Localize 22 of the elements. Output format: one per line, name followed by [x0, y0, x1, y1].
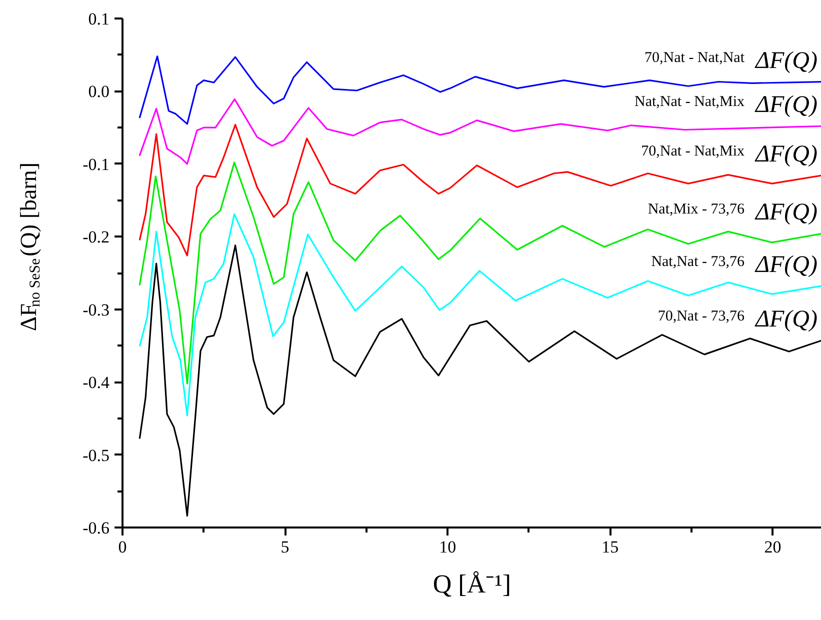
series-label: 70,Nat - Nat,Nat ΔF(Q) — [644, 48, 818, 74]
series-label: 70,Nat - 73,76 ΔF(Q) — [658, 306, 818, 333]
series-label: Nat,Mix - 73,76 ΔF(Q) — [648, 200, 818, 226]
x-tick-label: 10 — [439, 538, 456, 556]
y-tick-label: -0.1 — [82, 154, 110, 174]
x-tick-label: 20 — [764, 538, 782, 556]
x-tick-label: 0 — [118, 538, 127, 556]
y-tick-label: -0.5 — [82, 446, 110, 465]
x-tick-label: 5 — [280, 538, 290, 556]
series-label: Nat,Nat - 73,76 ΔF(Q) — [651, 252, 818, 278]
x-axis-title: Q [Å⁻¹] — [432, 570, 512, 598]
y-tick-label: -0.2 — [82, 228, 110, 247]
y-tick-label: 0.0 — [88, 82, 110, 102]
series-label: Nat,Nat - Nat,Mix ΔF(Q) — [634, 92, 818, 118]
x-tick-label: 15 — [602, 538, 619, 556]
y-tick-label: -0.3 — [82, 300, 110, 320]
series-label: 70,Nat - Nat,Mix ΔF(Q) — [641, 142, 818, 168]
line-series — [138, 124, 821, 256]
y-tick-label: 0.1 — [88, 10, 110, 28]
line-series — [138, 244, 821, 517]
y-tick-label: -0.6 — [82, 518, 110, 538]
y-tick-label: -0.4 — [82, 373, 110, 392]
